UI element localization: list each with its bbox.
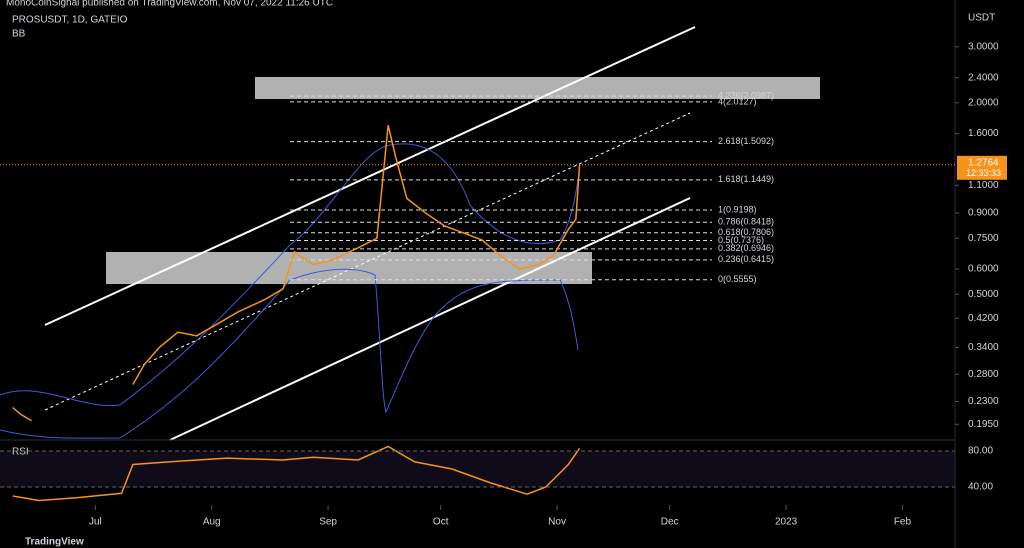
x-tick-label: Feb bbox=[894, 517, 912, 528]
fib-label: 2.618(1.5092) bbox=[718, 136, 774, 146]
bollinger-lower bbox=[0, 268, 579, 439]
y-tick-label: 1.6000 bbox=[968, 128, 999, 139]
rsi-band bbox=[0, 451, 955, 487]
rsi-title: RSI bbox=[12, 447, 29, 458]
x-tick-label: Jul bbox=[89, 517, 102, 528]
series-line bbox=[12, 445, 581, 502]
fib-label: 0.5(0.7376) bbox=[718, 235, 764, 245]
fib-label: 4.236(2.0987) bbox=[718, 91, 774, 101]
y-tick-label: 0.1950 bbox=[968, 419, 999, 430]
rsi-tick-label: 40.00 bbox=[968, 482, 993, 493]
x-tick-label: 2023 bbox=[775, 517, 798, 528]
symbol: PROSUSDT, 1D, GATEIO bbox=[12, 15, 128, 26]
y-tick-label: 0.6000 bbox=[968, 264, 999, 275]
series-line bbox=[12, 125, 581, 422]
fib-label: 0.236(0.6415) bbox=[718, 254, 774, 264]
y-tick-label: 0.7500 bbox=[968, 233, 999, 244]
y-tick-label: 0.5000 bbox=[968, 289, 999, 300]
x-tick-label: Sep bbox=[319, 517, 337, 528]
x-tick-label: Nov bbox=[548, 517, 566, 528]
y-tick-label: 2.0000 bbox=[968, 97, 999, 108]
fib-label: 0(0.5555) bbox=[718, 274, 757, 284]
support-zone bbox=[106, 252, 592, 284]
rsi-tick-label: 80.00 bbox=[968, 446, 993, 457]
bollinger-upper bbox=[0, 143, 579, 407]
y-tick-label: 2.4000 bbox=[968, 72, 999, 83]
y-tick-label: 0.2300 bbox=[968, 396, 999, 407]
published-note: MonoCoinSignal published on TradingView.… bbox=[6, 0, 333, 9]
resistance-zone bbox=[255, 77, 820, 99]
y-tick-label: 0.3400 bbox=[968, 342, 999, 353]
footer: TradingView bbox=[25, 537, 84, 548]
last-price-box bbox=[957, 155, 1007, 180]
channel-lower bbox=[169, 197, 691, 441]
channel-mid bbox=[44, 112, 691, 411]
indicator: BB bbox=[12, 29, 26, 40]
last-price-label: 1.2764 bbox=[968, 157, 999, 168]
y-tick-label: 0.4200 bbox=[968, 313, 999, 324]
axis-title: USDT bbox=[968, 13, 995, 24]
x-tick-label: Aug bbox=[203, 517, 221, 528]
x-tick-label: Oct bbox=[433, 517, 449, 528]
fib-label: 1(0.9198) bbox=[718, 204, 757, 214]
y-tick-label: 0.2800 bbox=[968, 369, 999, 380]
y-tick-label: 3.0000 bbox=[968, 41, 999, 52]
fib-label: 4(2.0127) bbox=[718, 96, 757, 106]
fib-label: 0.786(0.8418) bbox=[718, 217, 774, 227]
fib-label: 0.382(0.6946) bbox=[718, 243, 774, 253]
countdown: 12:33:33 bbox=[966, 168, 1001, 178]
fib-label: 0.618(0.7806) bbox=[718, 227, 774, 237]
x-tick-label: Dec bbox=[661, 517, 679, 528]
channel-upper bbox=[44, 26, 696, 326]
y-tick-label: 1.1000 bbox=[968, 180, 999, 191]
y-tick-label: 0.9000 bbox=[968, 208, 999, 219]
fib-label: 1.618(1.1449) bbox=[718, 174, 774, 184]
